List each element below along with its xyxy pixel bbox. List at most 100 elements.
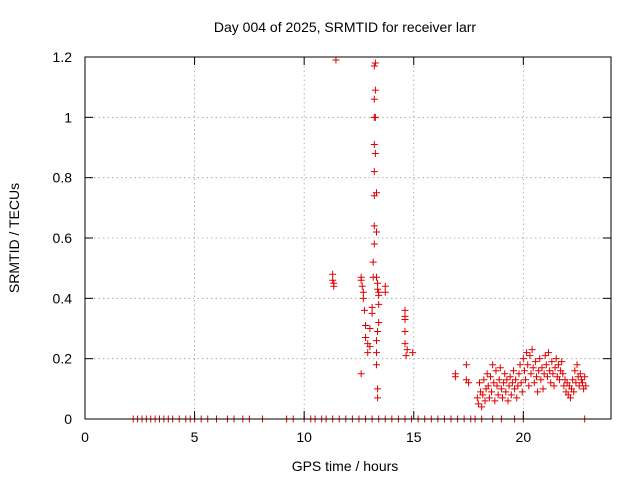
data-point bbox=[372, 361, 380, 369]
data-point bbox=[451, 373, 459, 381]
data-point bbox=[372, 349, 380, 357]
data-point bbox=[532, 373, 540, 381]
data-point bbox=[571, 367, 579, 375]
data-point bbox=[372, 189, 380, 197]
data-point bbox=[403, 346, 411, 354]
x-tick-label: 10 bbox=[296, 429, 312, 445]
data-point bbox=[518, 388, 526, 396]
data-point bbox=[527, 370, 535, 378]
data-point bbox=[497, 385, 505, 393]
data-point bbox=[515, 370, 523, 378]
data-point bbox=[370, 140, 378, 148]
x-tick-label: 20 bbox=[516, 429, 532, 445]
y-tick-label: 0.2 bbox=[53, 351, 73, 367]
data-point bbox=[369, 258, 377, 266]
data-point bbox=[329, 270, 337, 278]
data-point bbox=[508, 379, 516, 387]
data-point bbox=[474, 400, 482, 408]
data-point bbox=[372, 228, 380, 236]
data-point bbox=[536, 355, 544, 363]
data-point bbox=[543, 373, 551, 381]
data-point bbox=[559, 370, 567, 378]
data-point bbox=[540, 370, 548, 378]
data-point bbox=[476, 379, 483, 387]
data-point bbox=[370, 168, 378, 176]
data-point bbox=[401, 306, 409, 314]
data-point bbox=[502, 388, 510, 396]
y-tick-label: 0 bbox=[64, 411, 72, 427]
data-point bbox=[478, 403, 486, 411]
data-point bbox=[496, 364, 504, 372]
data-point bbox=[538, 364, 546, 372]
data-point bbox=[512, 376, 520, 384]
data-point bbox=[549, 370, 557, 378]
data-point bbox=[511, 385, 519, 393]
data-point bbox=[360, 306, 368, 314]
data-point bbox=[401, 315, 409, 323]
data-point bbox=[490, 379, 498, 387]
data-point bbox=[570, 388, 578, 396]
chart-title: Day 004 of 2025, SRMTID for receiver lar… bbox=[214, 19, 477, 35]
y-tick-label: 1 bbox=[64, 109, 72, 125]
data-point bbox=[552, 355, 560, 363]
data-point bbox=[551, 364, 559, 372]
data-point bbox=[537, 376, 545, 384]
data-point bbox=[374, 385, 382, 393]
data-point bbox=[479, 391, 487, 399]
data-point bbox=[483, 370, 491, 378]
data-point bbox=[494, 391, 502, 399]
data-point bbox=[522, 376, 530, 384]
data-point bbox=[572, 379, 580, 387]
data-point bbox=[375, 318, 383, 326]
data-point bbox=[366, 343, 374, 351]
data-point bbox=[517, 379, 525, 387]
data-point bbox=[499, 394, 507, 402]
data-point bbox=[547, 379, 555, 387]
data-point bbox=[546, 367, 554, 375]
data-point bbox=[505, 382, 513, 390]
data-point bbox=[524, 361, 532, 369]
data-point bbox=[374, 328, 382, 336]
data-point bbox=[368, 309, 376, 317]
x-tick-label: 0 bbox=[81, 429, 89, 445]
data-point bbox=[357, 370, 365, 378]
data-point bbox=[372, 273, 380, 281]
data-point bbox=[371, 86, 379, 94]
data-point bbox=[330, 279, 338, 287]
data-point bbox=[531, 358, 539, 366]
data-point bbox=[374, 285, 382, 293]
data-point bbox=[582, 382, 590, 390]
data-point bbox=[525, 382, 533, 390]
data-point bbox=[480, 376, 488, 384]
data-point bbox=[359, 288, 367, 296]
data-point bbox=[520, 367, 528, 375]
x-tick-label: 5 bbox=[191, 429, 199, 445]
data-point bbox=[513, 394, 521, 402]
data-point bbox=[569, 376, 577, 384]
data-point bbox=[514, 382, 522, 390]
data-point bbox=[542, 361, 550, 369]
data-point bbox=[362, 321, 370, 329]
data-point bbox=[371, 113, 379, 121]
y-tick-label: 0.6 bbox=[53, 230, 73, 246]
data-point bbox=[558, 358, 566, 366]
data-point bbox=[362, 334, 370, 342]
data-point bbox=[488, 388, 496, 396]
data-point bbox=[535, 367, 543, 375]
data-point bbox=[371, 150, 379, 158]
data-point bbox=[573, 361, 581, 369]
data-point bbox=[493, 382, 501, 390]
data-point bbox=[548, 358, 556, 366]
data-point bbox=[409, 349, 417, 357]
data-point bbox=[516, 361, 524, 369]
data-point bbox=[374, 279, 382, 287]
data-point bbox=[481, 397, 489, 405]
data-point bbox=[371, 59, 379, 67]
data-point bbox=[575, 382, 583, 390]
data-point bbox=[550, 382, 558, 390]
data-point bbox=[358, 282, 366, 290]
data-point bbox=[492, 367, 500, 375]
data-point bbox=[381, 288, 389, 296]
data-point bbox=[374, 394, 382, 402]
y-tick-label: 0.4 bbox=[53, 290, 73, 306]
